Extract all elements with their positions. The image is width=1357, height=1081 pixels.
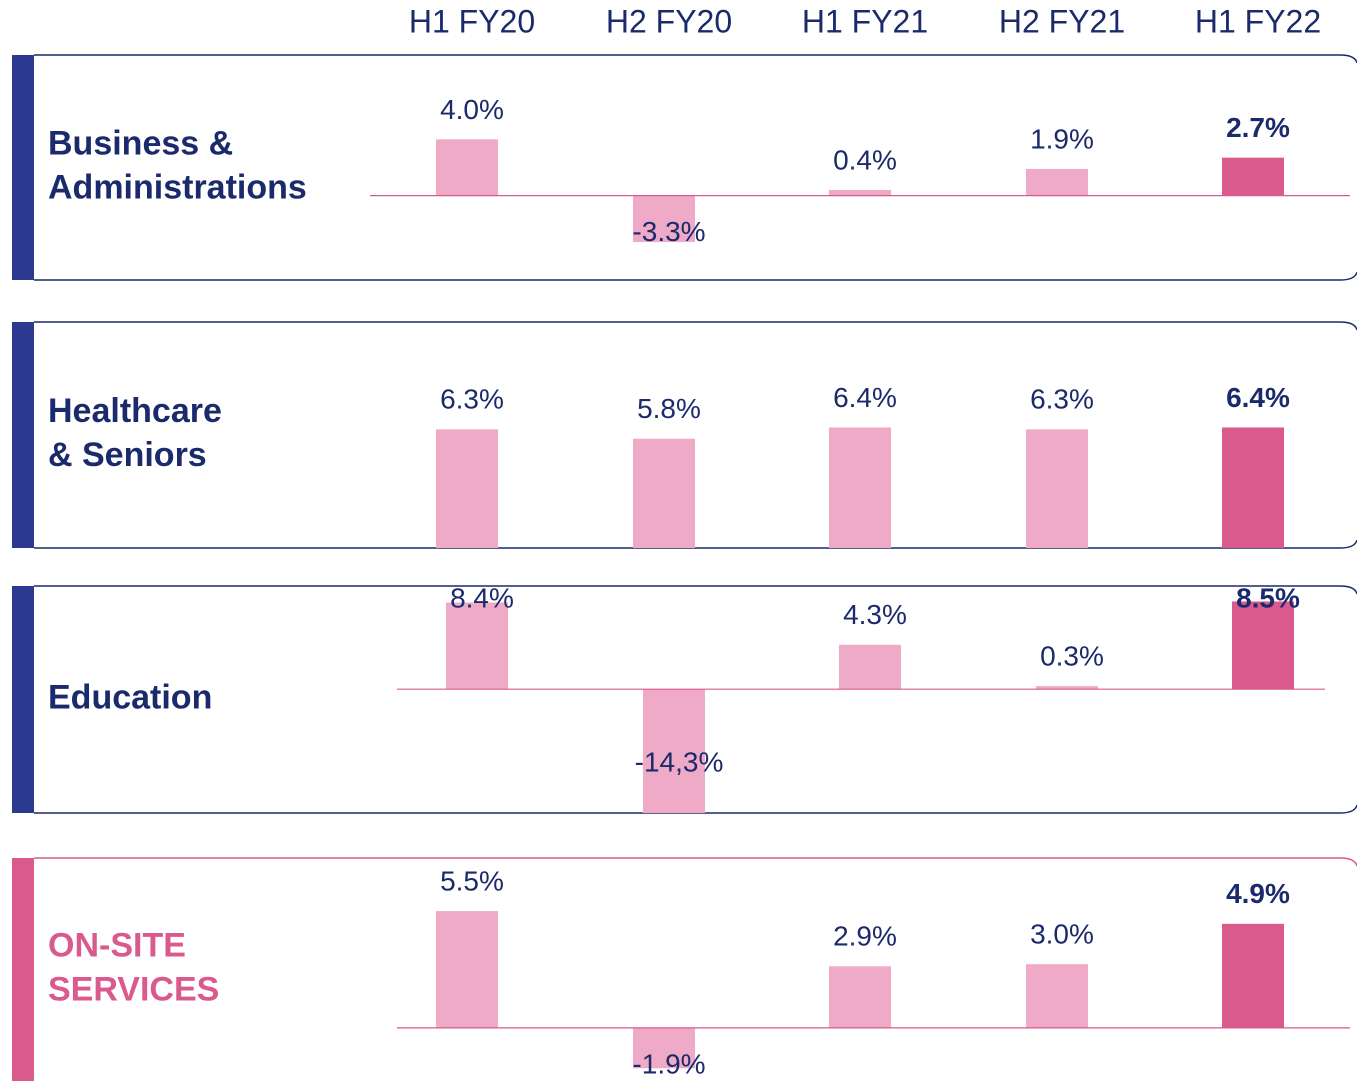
panel: Education 8.4% -14,3% 4.3% 0.3% 8.5% bbox=[12, 582, 1357, 814]
panel-title: & Seniors bbox=[48, 436, 207, 474]
value-label: 8.4% bbox=[450, 582, 514, 613]
bar bbox=[436, 139, 498, 196]
panel-border bbox=[34, 321, 1357, 331]
panel-title: ON-SITE bbox=[48, 926, 186, 964]
value-label: 6.4% bbox=[833, 382, 897, 413]
value-label: 4.3% bbox=[843, 599, 907, 630]
column-header: H1 FY20 bbox=[409, 3, 535, 39]
value-label: 0.4% bbox=[833, 144, 897, 175]
value-label: 6.3% bbox=[1030, 384, 1094, 415]
value-label: 6.3% bbox=[440, 384, 504, 415]
bar bbox=[436, 911, 498, 1028]
column-header: H2 FY20 bbox=[606, 3, 732, 39]
value-label: 1.9% bbox=[1030, 123, 1094, 154]
panel-border bbox=[34, 857, 1357, 867]
bar bbox=[633, 195, 695, 243]
bar bbox=[633, 438, 695, 548]
panel: ON-SITE SERVICES 5.5% -1.9% 2.9% 3.0% 4.9% bbox=[12, 857, 1357, 1081]
panel-title: Administrations bbox=[48, 168, 307, 206]
panel-title: Healthcare bbox=[48, 392, 222, 430]
panel: Business & Administrations 4.0% -3.3% 0.4% 1.… bbox=[12, 54, 1357, 281]
bar bbox=[829, 190, 891, 196]
bar bbox=[1222, 157, 1284, 196]
column-header: H1 FY21 bbox=[802, 3, 928, 39]
panel-accent bbox=[12, 586, 34, 813]
value-label: 3.0% bbox=[1030, 919, 1094, 950]
bar bbox=[1026, 429, 1088, 548]
value-label: 8.5% bbox=[1236, 582, 1300, 613]
value-label: 5.8% bbox=[637, 393, 701, 424]
bar bbox=[633, 1027, 695, 1069]
panel: Healthcare & Seniors 6.3% 5.8% 6.4% 6.3% 6.4% bbox=[12, 321, 1357, 549]
panel-title: Education bbox=[48, 678, 212, 716]
column-header: H1 FY22 bbox=[1195, 3, 1321, 39]
bars bbox=[436, 427, 1284, 548]
bar bbox=[446, 602, 508, 690]
value-label: -14,3% bbox=[635, 747, 724, 778]
panel-title: Business & bbox=[48, 124, 233, 162]
bar bbox=[1026, 964, 1088, 1028]
value-label: 4.9% bbox=[1226, 878, 1290, 909]
panel-border bbox=[34, 271, 1357, 281]
bar bbox=[1026, 168, 1088, 196]
bar bbox=[1222, 923, 1284, 1028]
bar bbox=[829, 427, 891, 548]
bar bbox=[829, 966, 891, 1028]
bars bbox=[446, 601, 1294, 813]
panel-border bbox=[34, 54, 1357, 64]
value-label: 6.4% bbox=[1226, 382, 1290, 413]
value-label: 4.0% bbox=[440, 94, 504, 125]
value-label: 5.5% bbox=[440, 865, 504, 896]
column-header: H2 FY21 bbox=[999, 3, 1125, 39]
value-label: -1.9% bbox=[632, 1048, 705, 1079]
bar bbox=[1036, 686, 1098, 690]
value-label: 0.3% bbox=[1040, 640, 1104, 671]
bars bbox=[436, 139, 1284, 243]
value-label: 2.9% bbox=[833, 921, 897, 952]
bar bbox=[436, 429, 498, 548]
panel-border bbox=[34, 539, 1357, 549]
panel-border bbox=[34, 804, 1357, 814]
value-label: 2.7% bbox=[1226, 112, 1290, 143]
panel-accent bbox=[12, 322, 34, 548]
panel-accent bbox=[12, 858, 34, 1081]
panel-title: SERVICES bbox=[48, 970, 219, 1008]
panel-accent bbox=[12, 55, 34, 280]
bar bbox=[1222, 427, 1284, 548]
bars bbox=[436, 911, 1284, 1069]
panel-border bbox=[34, 585, 1357, 595]
bar bbox=[839, 644, 901, 690]
bar bbox=[1232, 601, 1294, 690]
value-label: -3.3% bbox=[632, 216, 705, 247]
bar bbox=[643, 689, 705, 813]
